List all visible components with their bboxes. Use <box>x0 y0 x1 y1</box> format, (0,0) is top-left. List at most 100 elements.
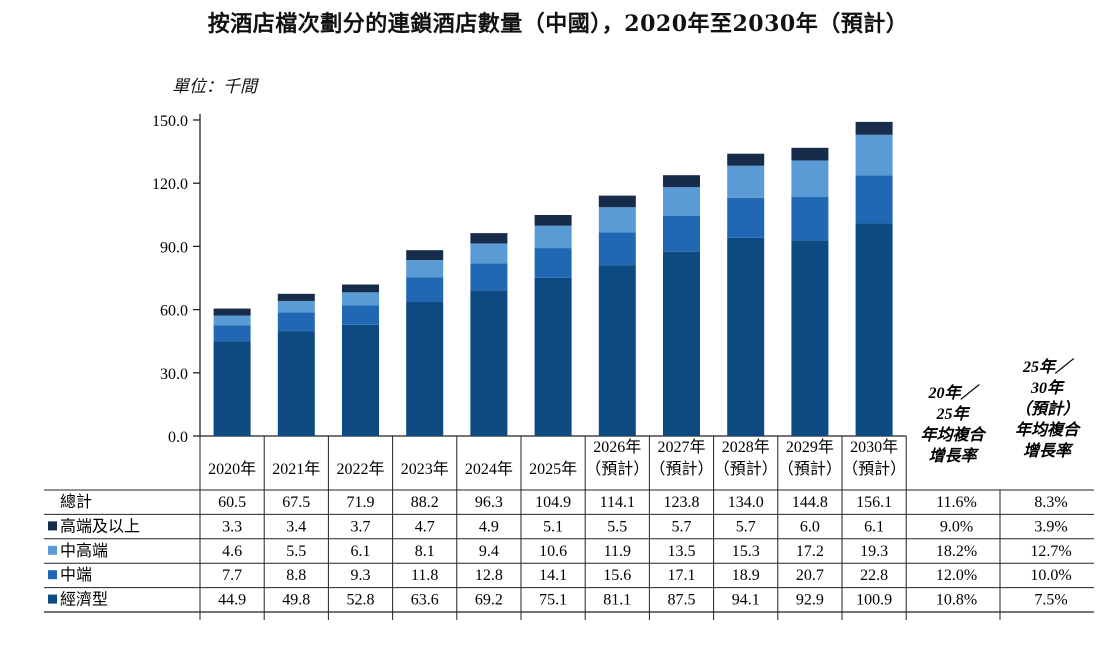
table-cell: 11.9 <box>604 543 631 560</box>
table-cell: 87.5 <box>668 592 696 609</box>
table-cell: 96.3 <box>475 494 503 511</box>
cagr-header-label: 30年 <box>1030 379 1065 397</box>
table-cell: 144.8 <box>792 494 828 511</box>
bar-segment <box>406 277 444 303</box>
bar-segment <box>470 263 508 291</box>
x-tick-label: （預計） <box>585 460 649 478</box>
bar-segment <box>277 331 315 436</box>
table-cell: 8.1 <box>415 543 435 560</box>
cagr-header-label: 25年 <box>935 405 970 423</box>
table-cell: 17.2 <box>796 543 824 560</box>
bar-segment <box>855 134 893 176</box>
cagr-cell: 12.0% <box>936 567 977 584</box>
table-cell: 63.6 <box>411 592 439 609</box>
x-tick-label: （預計） <box>842 460 906 478</box>
bar-segment <box>727 153 765 166</box>
x-tick-label: 2023年 <box>401 460 449 478</box>
table-cell: 3.4 <box>286 518 306 535</box>
table-cell: 6.0 <box>800 518 820 535</box>
table-cell: 134.0 <box>728 494 764 511</box>
table-cell: 60.5 <box>218 494 246 511</box>
row-label: 經濟型 <box>60 591 108 609</box>
bar-segment <box>598 207 636 233</box>
x-tick-label: 2025年 <box>529 460 577 478</box>
table-cell: 11.8 <box>411 567 438 584</box>
x-tick-label: （預計） <box>778 460 842 478</box>
cagr-cell: 12.7% <box>1030 543 1071 560</box>
table-cell: 52.8 <box>347 592 375 609</box>
bar-segment <box>534 225 572 249</box>
bar-segment <box>406 250 444 261</box>
cagr-cell: 3.9% <box>1034 518 1067 535</box>
bar-segment <box>855 223 893 436</box>
x-tick-label: 2024年 <box>465 460 513 478</box>
table-cell: 75.1 <box>539 592 567 609</box>
table-cell: 4.7 <box>415 518 435 535</box>
table-cell: 13.5 <box>668 543 696 560</box>
table-cell: 14.1 <box>539 567 567 584</box>
x-tick-label: 2021年 <box>272 460 320 478</box>
bars <box>213 121 893 436</box>
cagr-cell: 18.2% <box>936 543 977 560</box>
cagr-header-label: （預計） <box>1015 399 1079 418</box>
bar-segment <box>727 237 765 436</box>
legend-swatch <box>48 570 57 580</box>
y-tick-label: 90.0 <box>160 239 188 256</box>
row-label: 總計 <box>60 493 92 511</box>
bar-segment <box>534 248 572 278</box>
bar-segment <box>663 215 700 252</box>
y-tick-label: 0.0 <box>168 429 188 446</box>
bar-segment <box>213 341 251 436</box>
bar-segment <box>855 175 893 224</box>
x-tick-label: 2026年 <box>593 438 641 456</box>
table-cell: 22.8 <box>860 567 888 584</box>
bar-segment <box>727 165 765 198</box>
bar-segment <box>598 265 636 436</box>
cagr-header-label: 25年／ <box>1022 358 1075 376</box>
table-cell: 81.1 <box>603 592 631 609</box>
bar-segment <box>277 300 315 313</box>
cagr-cell: 7.5% <box>1034 592 1067 609</box>
table-cell: 3.3 <box>222 518 242 535</box>
row-label: 高端及以上 <box>60 517 140 535</box>
table-cell: 15.6 <box>603 567 631 584</box>
table-cell: 49.8 <box>282 592 310 609</box>
x-tick-label: 2030年 <box>850 438 898 456</box>
bar-segment <box>791 147 829 161</box>
table-cell: 4.6 <box>222 543 242 560</box>
x-tick-label: 2029年 <box>786 438 834 456</box>
bar-segment <box>663 187 700 216</box>
y-tick-label: 30.0 <box>160 366 188 383</box>
bar-segment <box>213 325 251 342</box>
table-cell: 19.3 <box>860 543 888 560</box>
bar-segment <box>277 312 315 332</box>
table-cell: 44.9 <box>218 592 246 609</box>
x-tick-label: 2028年 <box>722 438 770 456</box>
table-cell: 20.7 <box>796 567 824 584</box>
cagr-cell: 8.3% <box>1034 494 1067 511</box>
table-cell: 88.2 <box>411 494 439 511</box>
data-table: 2020年 2021年 2022年 2023年 2024年 2025年 2026年 （預計） 2… <box>44 436 1094 620</box>
bar-segment <box>277 293 315 301</box>
table-cell: 92.9 <box>796 592 824 609</box>
bar-segment <box>342 292 379 306</box>
table-cell: 156.1 <box>856 494 892 511</box>
bar-segment <box>598 232 636 266</box>
cagr-header-label: 年均複合 <box>1015 421 1082 439</box>
bar-segment <box>406 302 444 436</box>
x-tick-label: （預計） <box>649 460 713 478</box>
bar-segment <box>534 277 572 436</box>
legend-swatch <box>48 545 57 555</box>
table-cell: 9.4 <box>479 543 499 560</box>
cagr-header-label: 20年／ <box>927 384 980 402</box>
table-cell: 69.2 <box>475 592 503 609</box>
x-tick-label: 2022年 <box>336 460 384 478</box>
cagr-header-label: 增長率 <box>1023 442 1074 460</box>
table-cell: 6.1 <box>864 518 884 535</box>
table-cell: 5.5 <box>286 543 306 560</box>
table-cell: 3.7 <box>351 518 371 535</box>
unit-label: 單位：千間 <box>172 77 257 97</box>
table-cell: 7.7 <box>222 567 242 584</box>
